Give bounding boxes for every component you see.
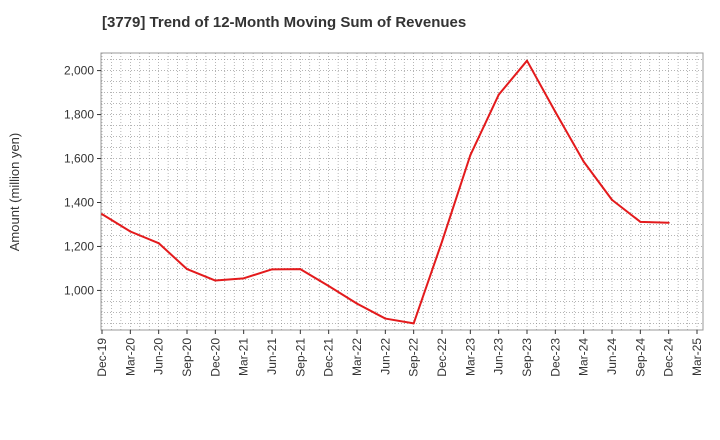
y-tick-label: 1,400: [64, 195, 94, 209]
data-point: [611, 198, 613, 201]
x-tick-label: Sep-24: [633, 338, 647, 377]
x-tick-label: Jun-22: [378, 338, 392, 375]
data-point: [526, 59, 528, 62]
x-tick-label: Jun-20: [152, 338, 166, 375]
y-axis: 1,000 1,200 1,400 1,600 1,800 2,000: [64, 64, 101, 297]
data-point: [667, 221, 670, 224]
series-layer: [101, 59, 670, 325]
x-tick-label: Mar-24: [577, 338, 591, 376]
x-tick-label: Mar-25: [690, 338, 704, 376]
x-tick-label: Mar-22: [350, 338, 364, 376]
y-tick-label: 1,200: [64, 239, 94, 253]
data-point: [242, 277, 245, 280]
x-tick-label: Mar-21: [237, 338, 251, 376]
plot-area: [100, 52, 704, 331]
x-tick-label: Sep-22: [407, 338, 421, 377]
x-tick-label: Sep-21: [293, 338, 307, 377]
y-tick-label: 1,600: [64, 152, 94, 166]
data-point: [271, 268, 273, 271]
x-tick-label: Jun-23: [492, 338, 506, 375]
data-point: [441, 240, 443, 243]
data-point: [356, 302, 358, 305]
x-tick-label: Sep-23: [520, 338, 534, 377]
data-point: [412, 322, 415, 325]
grid-lines: [101, 53, 703, 330]
series-line: [101, 59, 669, 325]
y-axis-title: Amount (million yen): [7, 133, 22, 252]
chart-title: [3779] Trend of 12-Month Moving Sum of R…: [102, 14, 467, 31]
y-tick-label: 1,000: [64, 283, 94, 297]
x-axis: Dec-19 Mar-20 Jun-20 Sep-20 Dec-20 Mar-21 Jun-…: [95, 330, 704, 377]
data-point: [497, 93, 500, 96]
x-tick-label: Dec-21: [322, 338, 336, 377]
data-point: [101, 213, 103, 216]
x-tick-label: Dec-22: [435, 338, 449, 377]
y-tick-label: 2,000: [64, 64, 94, 78]
data-point: [384, 317, 387, 320]
x-tick-label: Dec-20: [208, 338, 222, 377]
x-tick-label: Jun-21: [265, 338, 279, 375]
x-tick-label: Sep-20: [180, 338, 194, 377]
x-tick-label: Mar-20: [123, 338, 137, 376]
x-tick-label: Jun-24: [605, 338, 619, 375]
x-tick-label: Mar-23: [463, 338, 477, 376]
data-point: [299, 268, 302, 271]
x-tick-label: Dec-23: [548, 338, 562, 377]
data-point: [639, 220, 642, 223]
data-point: [554, 110, 557, 113]
data-point: [214, 279, 217, 282]
data-point: [186, 268, 188, 271]
data-point: [129, 230, 132, 233]
y-tick-label: 1,800: [64, 108, 94, 122]
x-tick-label: Dec-19: [95, 338, 109, 377]
x-tick-label: Dec-24: [662, 338, 676, 377]
data-point: [327, 285, 330, 288]
data-point: [469, 154, 472, 157]
data-point: [157, 242, 160, 245]
data-point: [582, 160, 585, 163]
